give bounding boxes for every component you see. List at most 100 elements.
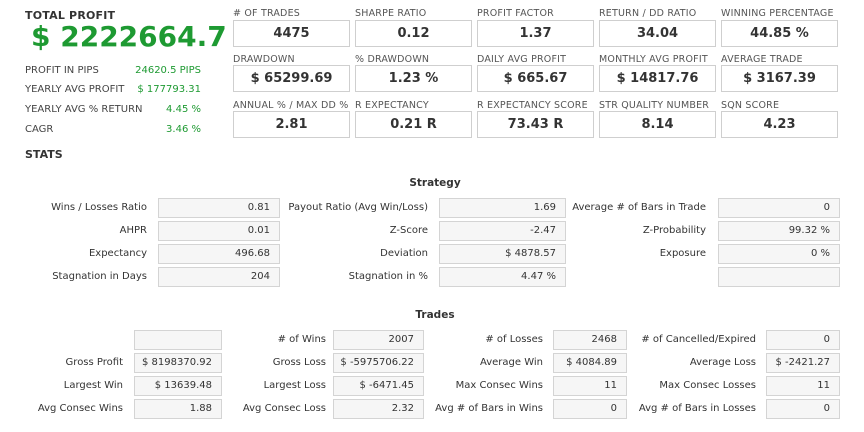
metric-label-monthly-avg-profit: MONTHLY AVG PROFIT <box>599 54 708 65</box>
metric-value-percent-drawdown: 1.23 % <box>355 65 472 92</box>
strategy-label: Z-Probability <box>642 225 706 236</box>
metric-value-r-expectancy-score: 73.43 R <box>477 111 594 138</box>
trades-value: $ 8198370.92 <box>134 353 222 373</box>
strategy-value: 0 <box>718 198 840 218</box>
trades-label: Max Consec Losses <box>659 380 756 391</box>
trades-value: 1.88 <box>134 399 222 419</box>
trades-value: 2468 <box>553 330 627 350</box>
summary-row-yearly-avg-return: YEARLY AVG % RETURN 4.45 % <box>25 104 201 119</box>
strategy-value: 496.68 <box>158 244 280 264</box>
summary-label: YEARLY AVG % RETURN <box>25 104 143 115</box>
trades-value: 11 <box>553 376 627 396</box>
strategy-value: -2.47 <box>439 221 566 241</box>
metric-label-sqn-score: SQN SCORE <box>721 100 780 111</box>
metric-label-percent-drawdown: % DRAWDOWN <box>355 54 430 65</box>
trades-value: 2007 <box>333 330 424 350</box>
strategy-label: Deviation <box>380 248 428 259</box>
strategy-value: $ 4878.57 <box>439 244 566 264</box>
trades-label: Average Loss <box>689 357 756 368</box>
strategy-label: AHPR <box>119 225 147 236</box>
metric-value-winning-percentage: 44.85 % <box>721 20 838 47</box>
trades-value: $ 13639.48 <box>134 376 222 396</box>
strategy-label: Payout Ratio (Avg Win/Loss) <box>288 202 428 213</box>
strategy-value <box>718 267 840 287</box>
trades-label: Average Win <box>479 357 543 368</box>
strategy-value: 0.01 <box>158 221 280 241</box>
trades-label: Avg Consec Loss <box>242 403 326 414</box>
metric-value-daily-avg-profit: $ 665.67 <box>477 65 594 92</box>
metric-label-sharpe-ratio: SHARPE RATIO <box>355 8 427 19</box>
strategy-label: Z-Score <box>389 225 428 236</box>
metric-label-daily-avg-profit: DAILY AVG PROFIT <box>477 54 567 65</box>
trades-value: 2.32 <box>333 399 424 419</box>
metric-label-drawdown: DRAWDOWN <box>233 54 295 65</box>
trades-label: # of Cancelled/Expired <box>641 334 756 345</box>
metric-label-return-dd-ratio: RETURN / DD RATIO <box>599 8 697 19</box>
summary-value: $ 177793.31 <box>137 84 201 95</box>
trades-label: Largest Loss <box>263 380 326 391</box>
summary-value: 3.46 % <box>166 124 201 135</box>
summary-row-profit-in-pips: PROFIT IN PIPS 24620.5 PIPS <box>25 65 201 80</box>
metric-label-profit-factor: PROFIT FACTOR <box>477 8 554 19</box>
strategy-value: 4.47 % <box>439 267 566 287</box>
metric-value-sharpe-ratio: 0.12 <box>355 20 472 47</box>
summary-label: YEARLY AVG PROFIT <box>25 84 125 95</box>
summary-value: 24620.5 PIPS <box>135 65 201 76</box>
trades-label: Avg # of Bars in Wins <box>435 403 543 414</box>
metric-value-trades: 4475 <box>233 20 350 47</box>
strategy-label: Expectancy <box>88 248 147 259</box>
trades-value: $ -6471.45 <box>333 376 424 396</box>
strategy-label: Exposure <box>659 248 706 259</box>
trades-label: Largest Win <box>63 380 123 391</box>
metric-value-drawdown: $ 65299.69 <box>233 65 350 92</box>
metric-label-annual-max-dd: ANNUAL % / MAX DD % <box>233 100 349 111</box>
metric-label-trades: # OF TRADES <box>233 8 301 19</box>
trades-label: # of Wins <box>277 334 326 345</box>
metric-value-return-dd-ratio: 34.04 <box>599 20 716 47</box>
trades-label: Avg Consec Wins <box>37 403 123 414</box>
summary-row-cagr: CAGR 3.46 % <box>25 124 201 139</box>
trades-label: Gross Loss <box>272 357 326 368</box>
metric-label-r-expectancy-score: R EXPECTANCY SCORE <box>477 100 588 111</box>
metric-value-profit-factor: 1.37 <box>477 20 594 47</box>
trades-label: # of Losses <box>485 334 543 345</box>
summary-value: 4.45 % <box>166 104 201 115</box>
trades-label: Avg # of Bars in Losses <box>638 403 756 414</box>
trades-value: 0 <box>766 399 840 419</box>
trades-label: Gross Profit <box>65 357 123 368</box>
trades-label: Max Consec Wins <box>455 380 543 391</box>
summary-row-yearly-avg-profit: YEARLY AVG PROFIT $ 177793.31 <box>25 84 201 99</box>
metric-label-average-trade: AVERAGE TRADE <box>721 54 803 65</box>
metric-label-str-quality-number: STR QUALITY NUMBER <box>599 100 710 111</box>
metric-value-annual-max-dd: 2.81 <box>233 111 350 138</box>
strategy-label: Average # of Bars in Trade <box>572 202 706 213</box>
trades-value: $ 4084.89 <box>553 353 627 373</box>
trades-value: 11 <box>766 376 840 396</box>
trades-value <box>134 330 222 350</box>
trades-value: $ -5975706.22 <box>333 353 424 373</box>
strategy-label: Wins / Losses Ratio <box>51 202 147 213</box>
metric-value-sqn-score: 4.23 <box>721 111 838 138</box>
strategy-title: Strategy <box>409 177 461 189</box>
trades-value: 0 <box>553 399 627 419</box>
summary-label: PROFIT IN PIPS <box>25 65 99 76</box>
strategy-value: 0.81 <box>158 198 280 218</box>
strategy-value: 1.69 <box>439 198 566 218</box>
trades-title: Trades <box>415 309 455 321</box>
total-profit-label: TOTAL PROFIT <box>25 9 116 22</box>
strategy-value: 0 % <box>718 244 840 264</box>
metric-label-winning-percentage: WINNING PERCENTAGE <box>721 8 834 19</box>
metric-value-str-quality-number: 8.14 <box>599 111 716 138</box>
strategy-value: 204 <box>158 267 280 287</box>
summary-label: CAGR <box>25 124 54 135</box>
trades-value: $ -2421.27 <box>766 353 840 373</box>
stats-heading: STATS <box>25 148 63 161</box>
trades-value: 0 <box>766 330 840 350</box>
metric-label-r-expectancy: R EXPECTANCY <box>355 100 429 111</box>
total-profit-value: $ 2222664.7 <box>31 20 227 53</box>
metric-value-r-expectancy: 0.21 R <box>355 111 472 138</box>
strategy-value: 99.32 % <box>718 221 840 241</box>
strategy-label: Stagnation in % <box>348 271 428 282</box>
strategy-label: Stagnation in Days <box>52 271 147 282</box>
metric-value-monthly-avg-profit: $ 14817.76 <box>599 65 716 92</box>
